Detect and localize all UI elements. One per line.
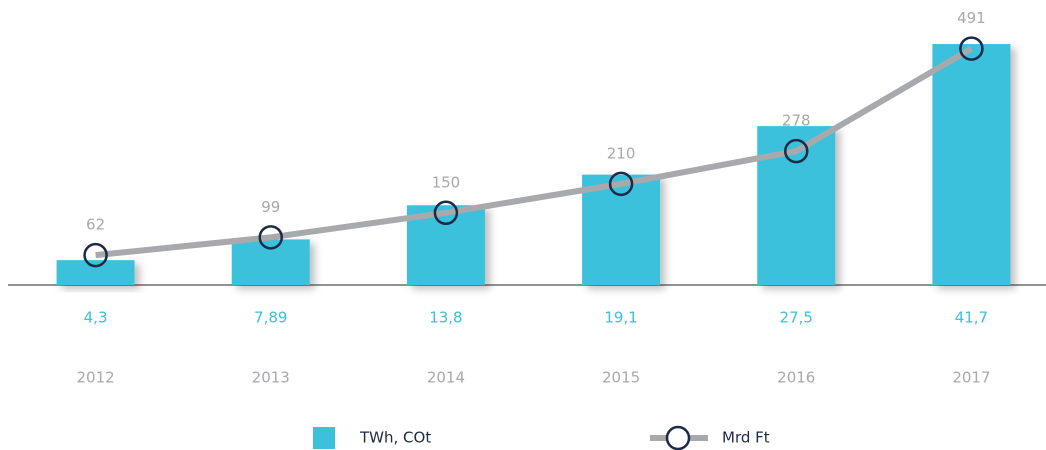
line-value-label: 150 (432, 173, 461, 191)
line (95, 46, 973, 259)
bar-value-label: 4,3 (84, 309, 108, 327)
legend-swatch (313, 427, 335, 449)
x-tick-label: 2016 (777, 369, 815, 387)
x-tick-label: 2014 (427, 369, 465, 387)
x-tick-label: 2015 (602, 369, 640, 387)
line-value-label: 62 (86, 216, 105, 234)
bar-value-label: 27,5 (780, 309, 813, 327)
line-marker (258, 225, 283, 250)
line-value-label: 278 (782, 112, 811, 130)
line-marker (784, 138, 809, 164)
bar-value-label: 19,1 (604, 309, 637, 327)
line-marker (959, 36, 984, 61)
line-value-label: 99 (261, 198, 280, 216)
bar-value-label: 13,8 (429, 309, 462, 327)
bar-value-label: 41,7 (955, 309, 988, 327)
x-tick-label: 2013 (252, 369, 290, 387)
legend-marker (665, 425, 691, 450)
line-value-label: 491 (957, 9, 986, 27)
bar (231, 239, 310, 285)
bar-value-label: 7,89 (254, 309, 287, 327)
x-tick-label: 2017 (952, 369, 990, 387)
legend-label: Mrd Ft (722, 429, 770, 447)
bar (582, 174, 661, 285)
line-marker (608, 171, 634, 197)
legend-label: TWh, COt (359, 429, 431, 447)
bar (932, 44, 1011, 285)
line-value-label: 210 (607, 144, 636, 162)
bar (56, 260, 135, 285)
line-marker (433, 200, 459, 226)
line-marker (83, 242, 108, 268)
x-tick-label: 2012 (76, 369, 114, 387)
